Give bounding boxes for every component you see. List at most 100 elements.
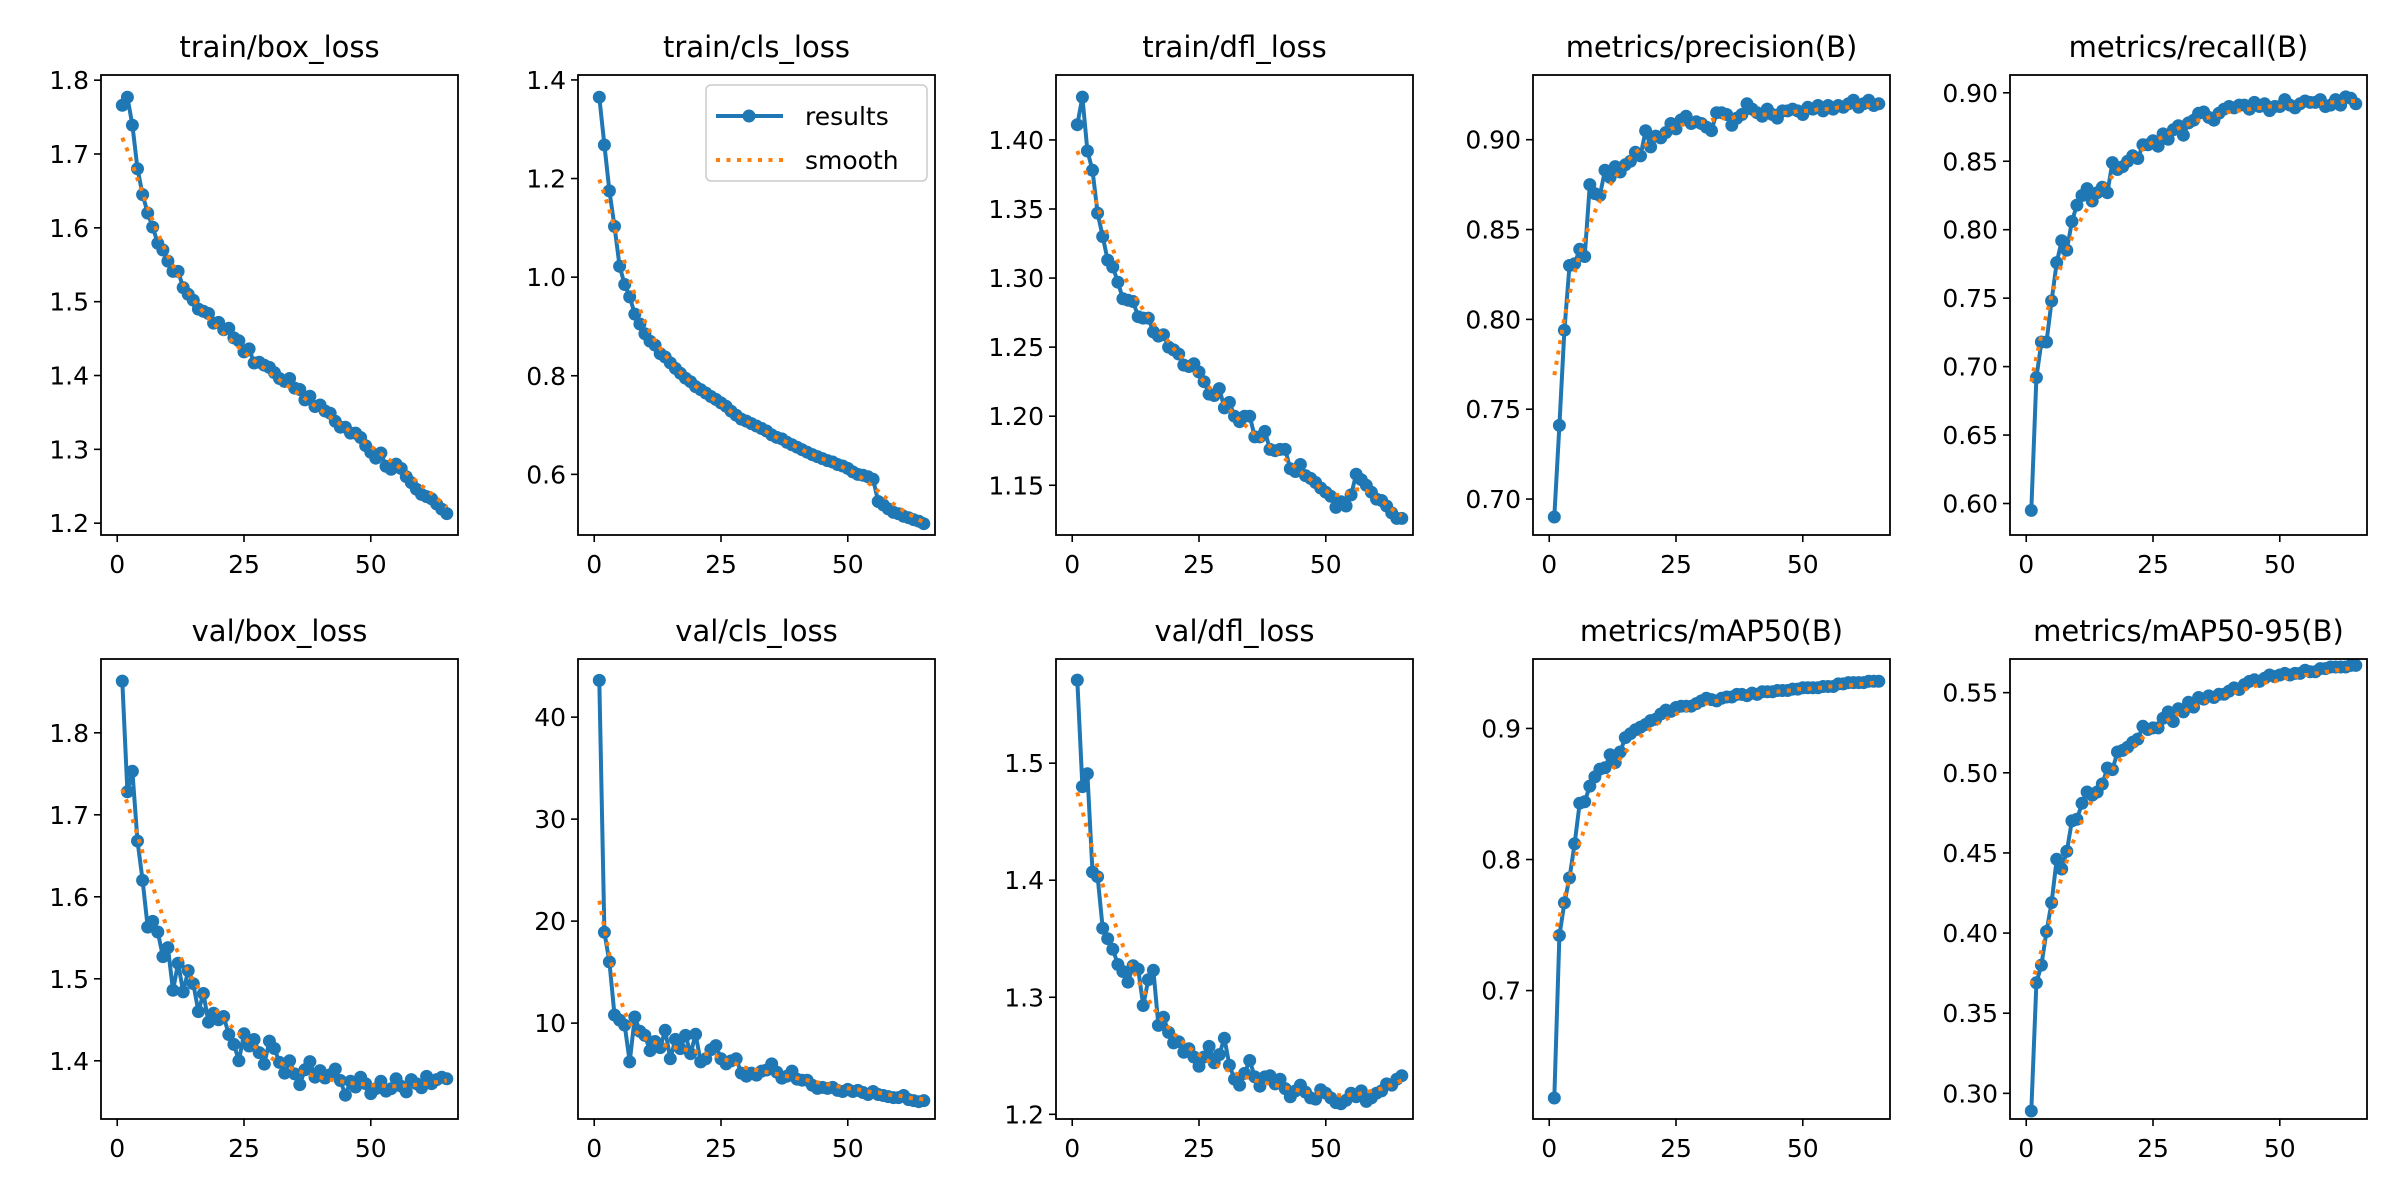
x-tick-label: 25 bbox=[1183, 1134, 1215, 1163]
results-point bbox=[1070, 673, 1084, 687]
results-point bbox=[1339, 499, 1353, 513]
results-point bbox=[1157, 1010, 1170, 1024]
results-point bbox=[592, 90, 606, 104]
y-tick-label: 1.30 bbox=[988, 264, 1044, 293]
x-tick-label: 0 bbox=[586, 1134, 602, 1163]
y-tick-label: 1.8 bbox=[49, 66, 89, 95]
subplot-title: val/cls_loss bbox=[675, 614, 837, 648]
y-tick-label: 0.65 bbox=[1942, 421, 1998, 450]
results-point bbox=[1603, 170, 1617, 184]
axes-frame bbox=[1532, 74, 1891, 536]
results-point bbox=[673, 1042, 687, 1056]
x-tick-label: 25 bbox=[705, 550, 737, 579]
results-point bbox=[202, 307, 215, 320]
y-tick-label: 40 bbox=[534, 703, 566, 732]
results-point bbox=[237, 1027, 251, 1041]
results-point bbox=[1096, 921, 1110, 935]
results-point bbox=[2029, 976, 2043, 990]
y-tick-label: 0.8 bbox=[1481, 846, 1521, 875]
results-point bbox=[1563, 871, 1576, 885]
results-point bbox=[602, 955, 616, 969]
results-point bbox=[1598, 761, 1612, 775]
axes-frame bbox=[577, 74, 936, 536]
results-point bbox=[653, 1041, 667, 1055]
x-tick-label: 50 bbox=[2264, 550, 2296, 579]
y-tick-label: 0.55 bbox=[1942, 679, 1998, 708]
results-point bbox=[1106, 260, 1120, 274]
results-point bbox=[2075, 796, 2089, 810]
results-point bbox=[136, 873, 150, 887]
results-point bbox=[227, 1037, 241, 1051]
results-point bbox=[283, 1054, 297, 1068]
results-point bbox=[623, 1055, 637, 1069]
plot-area bbox=[1547, 674, 1886, 1105]
plot-area bbox=[592, 673, 931, 1109]
results-point bbox=[1293, 458, 1307, 471]
results-point bbox=[602, 184, 616, 198]
x-tick-label: 50 bbox=[832, 1134, 864, 1163]
smooth-line bbox=[120, 137, 449, 509]
results-line bbox=[1075, 95, 1402, 521]
results-point bbox=[1395, 511, 1409, 525]
plot-area bbox=[115, 674, 454, 1102]
results-point bbox=[628, 307, 642, 321]
x-tick-label: 25 bbox=[705, 1134, 737, 1163]
subplot-title: metrics/recall(B) bbox=[2069, 30, 2309, 64]
y-tick-label: 0.90 bbox=[1465, 126, 1521, 155]
results-point bbox=[120, 90, 134, 104]
results-point bbox=[399, 1085, 413, 1099]
subplot-title: metrics/precision(B) bbox=[1566, 30, 1858, 64]
results-line bbox=[2029, 663, 2356, 1112]
y-tick-label: 1.25 bbox=[988, 333, 1044, 362]
results-point bbox=[115, 674, 129, 688]
results-point bbox=[125, 764, 139, 778]
results-point bbox=[2024, 1104, 2038, 1118]
y-tick-label: 0.9 bbox=[1481, 714, 1521, 743]
results-point bbox=[2070, 198, 2084, 212]
results-point bbox=[1091, 206, 1105, 220]
subplot-title: metrics/mAP50(B) bbox=[1580, 614, 1843, 648]
results-point bbox=[1111, 275, 1125, 289]
results-point bbox=[1101, 932, 1115, 946]
y-tick-label: 1.4 bbox=[526, 66, 566, 95]
results-point bbox=[689, 1027, 703, 1041]
smooth-line bbox=[1552, 680, 1879, 938]
results-point bbox=[1578, 795, 1592, 809]
results-point bbox=[658, 1023, 672, 1037]
y-tick-label: 1.4 bbox=[1004, 866, 1044, 895]
y-tick-label: 0.45 bbox=[1942, 839, 1998, 868]
results-point bbox=[709, 1039, 723, 1053]
axes-frame bbox=[1055, 658, 1414, 1120]
results-point bbox=[328, 1062, 342, 1076]
results-point bbox=[1639, 124, 1653, 138]
results-point bbox=[592, 673, 606, 687]
plot-area bbox=[1547, 93, 1886, 524]
plot-area bbox=[2024, 90, 2363, 517]
y-tick-label: 0.70 bbox=[1465, 485, 1521, 514]
x-tick-label: 25 bbox=[2137, 550, 2169, 579]
x-tick-label: 0 bbox=[586, 550, 602, 579]
plot-area bbox=[1070, 90, 1409, 525]
smooth-line bbox=[597, 178, 925, 524]
results-point bbox=[2161, 705, 2175, 719]
results-point bbox=[2100, 186, 2114, 200]
legend-results-label: results bbox=[805, 102, 889, 131]
plot-area bbox=[1070, 673, 1409, 1111]
results-point bbox=[288, 1067, 302, 1081]
results-point bbox=[222, 321, 236, 335]
results-point bbox=[2151, 139, 2165, 153]
x-tick-label: 0 bbox=[2018, 550, 2034, 579]
y-tick-label: 0.35 bbox=[1942, 999, 1998, 1028]
y-tick-label: 0.80 bbox=[1942, 216, 1998, 245]
results-point bbox=[2060, 243, 2074, 257]
y-tick-label: 1.15 bbox=[988, 471, 1044, 500]
subplot-metrics-map50-b: metrics/mAP50(B) 0.7 0.8 0.9 0 25 50 bbox=[1481, 614, 1891, 1163]
results-point bbox=[222, 1028, 236, 1041]
x-tick-label: 50 bbox=[355, 1134, 387, 1163]
results-point bbox=[1243, 409, 1257, 423]
subplot-metrics-precision-b: metrics/precision(B) 0.70 0.75 0.80 0.85 0.90… bbox=[1465, 30, 1891, 579]
x-tick-label: 0 bbox=[2018, 1134, 2034, 1163]
x-tick-label: 0 bbox=[1064, 1134, 1080, 1163]
results-line bbox=[120, 681, 448, 1098]
